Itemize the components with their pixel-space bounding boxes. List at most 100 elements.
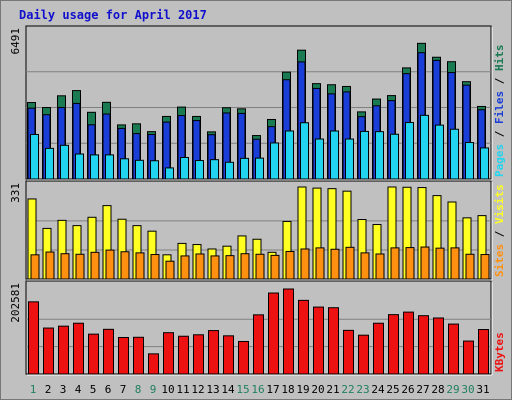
pages-bar — [390, 133, 399, 180]
pages-bar — [345, 138, 354, 180]
day-tick-label: 13 — [206, 383, 219, 396]
visits-sites-legend: Sites / Visits — [493, 184, 506, 277]
kbytes-bar — [283, 288, 294, 375]
kbytes-bar — [343, 329, 354, 375]
kbytes-bar — [253, 314, 264, 375]
kbytes-bar — [193, 334, 204, 375]
kbytes-bar — [403, 311, 414, 375]
sites-bar — [285, 250, 295, 280]
sites-bar — [300, 248, 310, 280]
day-tick-label: 8 — [135, 383, 142, 396]
day-tick-label: 3 — [60, 383, 67, 396]
pages-bar — [60, 144, 69, 180]
sites-bar — [315, 247, 325, 280]
pages-bar — [135, 159, 144, 180]
sites-bar — [30, 254, 40, 280]
sites-bar — [75, 253, 85, 280]
kbytes-bar — [328, 307, 339, 375]
sites-bar — [195, 253, 205, 280]
legend-separator: / — [493, 71, 506, 91]
kbytes-bar — [388, 314, 399, 375]
legend-hits: Hits — [493, 45, 506, 72]
sites-bar — [210, 255, 220, 280]
kbytes-bar — [163, 332, 174, 375]
sites-bar — [375, 253, 385, 280]
kbytes-bar — [73, 322, 84, 375]
pages-bar — [255, 157, 264, 180]
sites-bar — [330, 248, 340, 280]
sites-bar — [465, 253, 475, 280]
legend-separator: / — [493, 224, 506, 244]
kbytes-bar — [118, 336, 129, 375]
sites-bar — [435, 247, 445, 280]
day-tick-label: 24 — [371, 383, 385, 396]
kbytes-bar — [88, 333, 99, 375]
kbytes-bar — [238, 340, 249, 375]
day-tick-label: 11 — [176, 383, 189, 396]
pages-bar — [90, 154, 99, 180]
day-tick-label: 22 — [341, 383, 354, 396]
kbytes-bar — [313, 306, 324, 375]
kbytes-legend: KBytes — [493, 332, 506, 372]
kbytes-bar — [148, 353, 159, 375]
sites-bar — [345, 246, 355, 280]
pages-bar — [45, 147, 54, 180]
sites-bar — [135, 252, 145, 280]
sites-bar — [60, 253, 70, 280]
pages-bar — [465, 142, 474, 180]
day-tick-label: 23 — [356, 383, 369, 396]
hits-scale-label: 6491 — [9, 28, 22, 55]
kbytes-bar — [43, 327, 54, 375]
sites-bar — [165, 260, 175, 280]
kbytes-bar — [463, 340, 474, 375]
kbytes-bar — [28, 301, 39, 375]
day-tick-label: 12 — [191, 383, 204, 396]
sites-bar — [150, 254, 160, 280]
day-tick-label: 18 — [281, 383, 294, 396]
legend-visits: Visits — [493, 184, 506, 224]
day-tick-label: 10 — [161, 383, 174, 396]
visits-scale-label: 331 — [9, 183, 22, 203]
day-tick-label: 4 — [75, 383, 82, 396]
day-tick-label: 26 — [401, 383, 414, 396]
sites-bar — [105, 249, 115, 280]
pages-bar — [30, 133, 39, 180]
kbytes-bar — [358, 334, 369, 375]
sites-bar — [120, 251, 130, 280]
legend-pages: Pages — [493, 144, 506, 177]
day-tick-label: 1 — [30, 383, 37, 396]
pages-bar — [210, 159, 219, 180]
kbytes-bar — [133, 336, 144, 375]
day-tick-label: 19 — [296, 383, 309, 396]
day-tick-label: 30 — [461, 383, 474, 396]
day-tick-label: 31 — [476, 383, 489, 396]
pages-bar — [420, 114, 429, 180]
pages-bar — [300, 122, 309, 180]
day-tick-label: 21 — [326, 383, 339, 396]
kbytes-bar — [208, 330, 219, 375]
page-title: Daily usage for April 2017 — [19, 8, 207, 22]
pages-bar — [435, 124, 444, 180]
sites-bar — [450, 247, 460, 280]
pages-bar — [270, 142, 279, 180]
pages-bar — [225, 161, 234, 180]
kbytes-bar — [298, 299, 309, 375]
day-tick-label: 20 — [311, 383, 324, 396]
kbytes-scale-label: 202581 — [9, 283, 22, 323]
sites-bar — [45, 251, 55, 280]
legend-files: Files — [493, 91, 506, 124]
sites-bar — [255, 253, 265, 280]
sites-bar — [240, 253, 250, 280]
pages-bar — [330, 130, 339, 180]
sites-bar — [420, 246, 430, 280]
pages-bar — [120, 158, 129, 180]
sites-bar — [405, 247, 415, 280]
kbytes-bar — [58, 325, 69, 375]
day-tick-label: 25 — [386, 383, 399, 396]
pages-bar — [165, 167, 174, 180]
legend-sites: Sites — [493, 244, 506, 277]
pages-bar — [360, 130, 369, 180]
pages-bar — [240, 157, 249, 180]
legend-kbytes: KBytes — [493, 332, 506, 372]
